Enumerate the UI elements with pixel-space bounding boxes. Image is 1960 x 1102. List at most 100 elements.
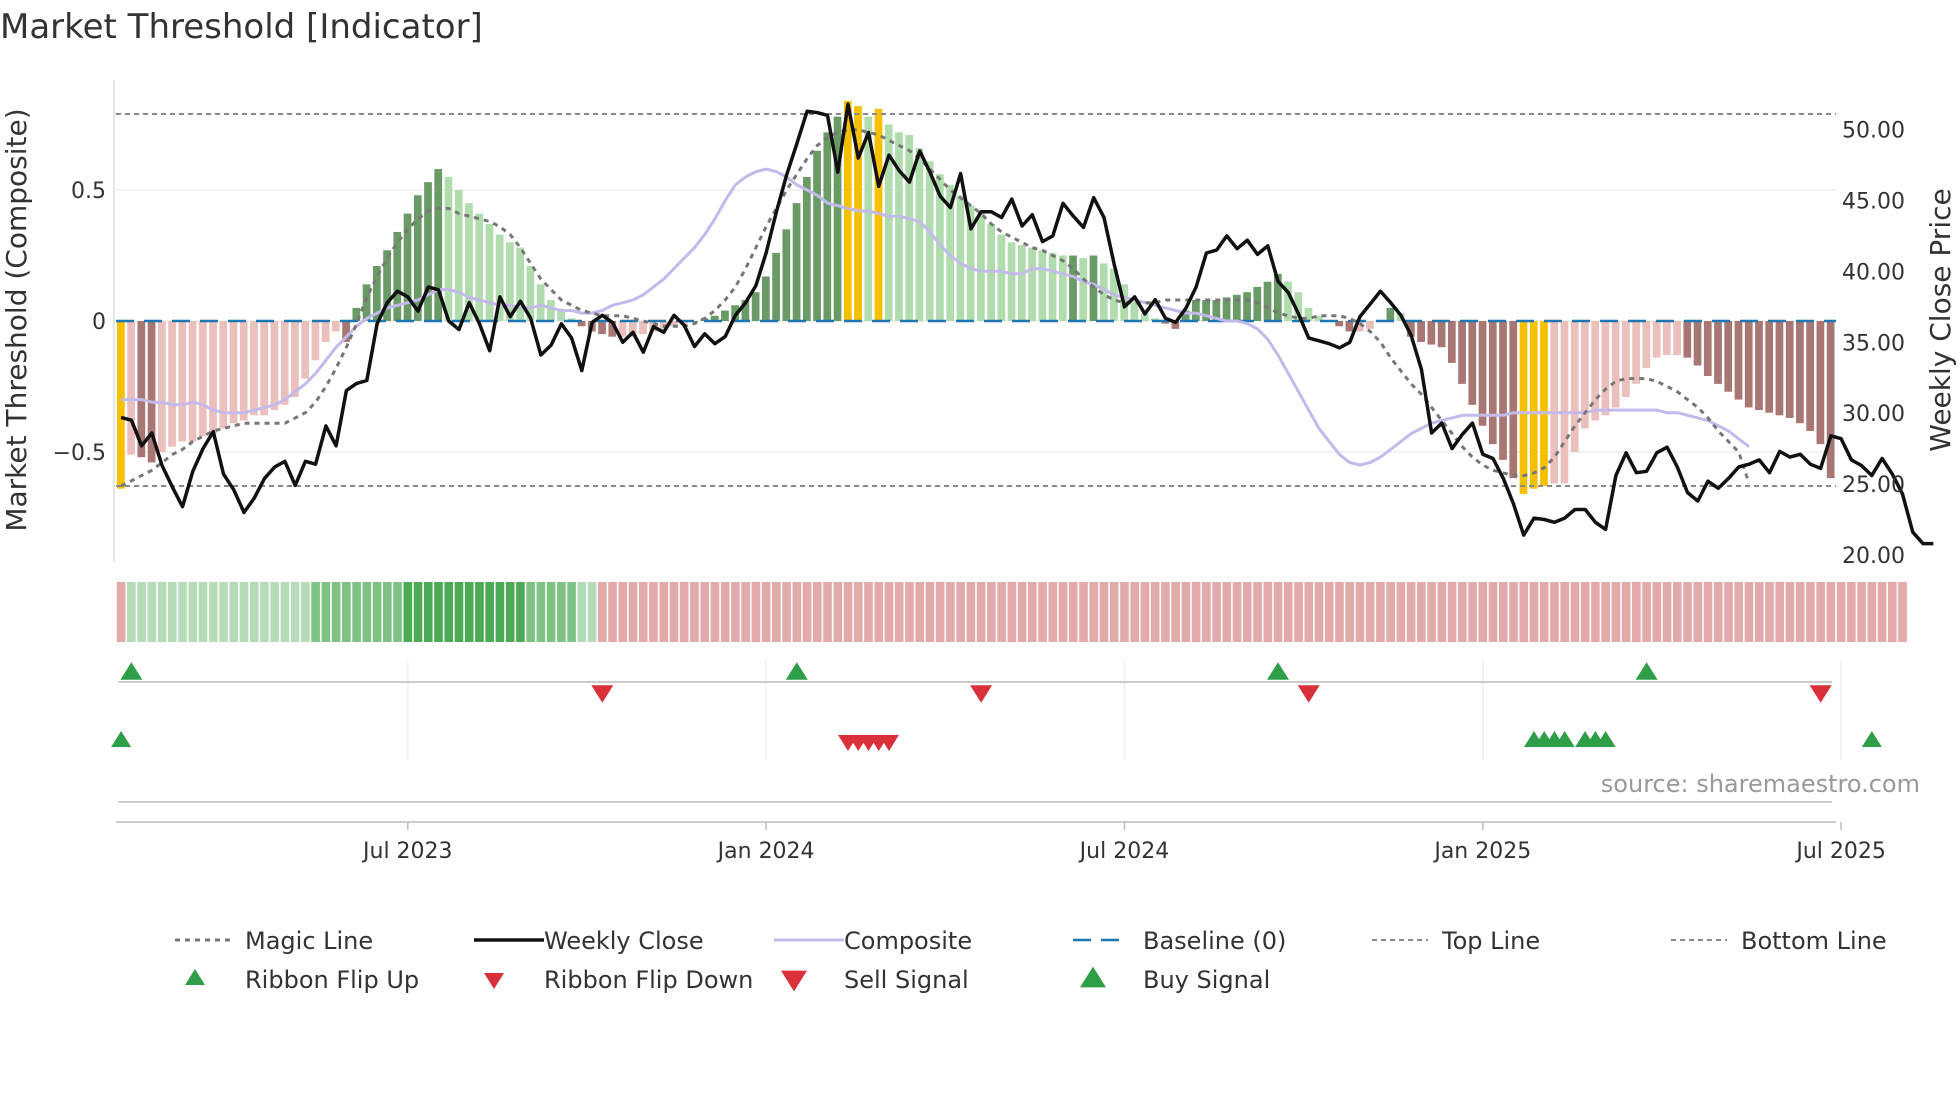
ribbon-cell [1693, 582, 1703, 642]
ribbon-cell [1017, 582, 1027, 642]
x-tick-label: Jul 2023 [361, 839, 453, 864]
ribbon-cell [290, 582, 300, 642]
composite-bar [1703, 321, 1712, 377]
ribbon-cell [1713, 582, 1723, 642]
ribbon-cell [1150, 582, 1160, 642]
ribbon-cell [1519, 582, 1529, 642]
ribbon-cell [403, 582, 413, 642]
legend-label: Buy Signal [1143, 966, 1270, 994]
ribbon-cell [1447, 582, 1457, 642]
ribbon-cell [229, 582, 239, 642]
ribbon-cell [219, 582, 228, 642]
ribbon-cell [1703, 582, 1713, 642]
ribbon-cell [690, 582, 699, 642]
composite-bar [229, 321, 238, 424]
composite-bar [117, 321, 125, 489]
composite-bar [526, 265, 535, 321]
legend-item-magic: Magic Line [175, 927, 373, 955]
composite-bar [444, 176, 453, 321]
composite-bar [1785, 321, 1794, 418]
composite-bar [311, 321, 320, 361]
composite-bar [1816, 321, 1825, 445]
composite-bar [1366, 321, 1374, 329]
ribbon-cell [546, 582, 556, 642]
composite-bar [424, 182, 432, 321]
legend-label: Bottom Line [1741, 927, 1887, 955]
composite-bar [1447, 321, 1456, 363]
ribbon-cell [864, 582, 873, 642]
composite-bar [1161, 321, 1170, 324]
ribbon-cell [1478, 582, 1488, 642]
ribbon-cell [1427, 582, 1436, 642]
ribbon-cell [127, 582, 136, 642]
composite-bar [1243, 292, 1251, 321]
composite-bar [1294, 292, 1303, 321]
composite-bar [680, 321, 688, 324]
composite-bar [1386, 307, 1395, 321]
ribbon-cell [1683, 582, 1692, 642]
composite-bar [1263, 281, 1272, 321]
ribbon-cell [1570, 582, 1580, 642]
ribbon-cell [1140, 582, 1150, 642]
composite-bar [260, 321, 269, 416]
main-panel: 0.5 0 −0.5 50.00 45.00 40.00 35.00 30.00 25.00 20… [53, 80, 1934, 569]
ribbon-flip-up-marker [1267, 662, 1290, 680]
ribbon-cell [1406, 582, 1416, 642]
composite-bar [802, 176, 811, 321]
ribbon-cell [1304, 582, 1314, 642]
ribbon-cell [1734, 582, 1744, 642]
composite-bar [751, 292, 760, 321]
composite-bar [1058, 255, 1067, 321]
composite-bar [168, 321, 176, 447]
ribbon-cell [731, 582, 740, 642]
composite-bar [884, 124, 893, 321]
composite-bar [413, 195, 422, 321]
composite-bar [188, 321, 197, 442]
composite-bar [372, 265, 381, 321]
ribbon-cell [1191, 582, 1201, 642]
ribbon-cell [1632, 582, 1641, 642]
ribbon-cell [516, 582, 525, 642]
composite-bar [250, 321, 258, 416]
legend-label: Sell Signal [844, 966, 969, 994]
ribbon-cell [301, 582, 310, 642]
ribbon-flip-up-marker [120, 662, 143, 680]
composite-bar [137, 321, 146, 458]
ribbon-cell [454, 582, 464, 642]
ribbon-cell [423, 582, 433, 642]
ribbon-cell [1171, 582, 1180, 642]
composite-bar [157, 321, 166, 452]
ribbon-cell [1785, 582, 1795, 642]
composite-bar [1734, 321, 1743, 400]
ribbon-cell [1550, 582, 1559, 642]
legend-item-flipdown: Ribbon Flip Down [484, 966, 753, 994]
composite-bar [1673, 321, 1681, 356]
composite-bar [1642, 321, 1651, 369]
ribbon-cell [1345, 582, 1355, 642]
composite-bar [936, 174, 944, 321]
ribbon-cell [1826, 582, 1836, 642]
ribbon-cell [1580, 582, 1590, 642]
x-tick-label: Jan 2024 [716, 839, 815, 864]
ribbon-cell [1621, 582, 1631, 642]
composite-bar [782, 229, 791, 321]
composite-bar [1038, 250, 1047, 321]
legend-item-close: Weekly Close [474, 927, 704, 955]
ribbon-cell [1591, 582, 1600, 642]
ribbon-cell [208, 582, 218, 642]
ribbon-cell [608, 582, 617, 642]
legend-swatch [1080, 966, 1106, 988]
composite-bar [1427, 321, 1436, 345]
ribbon-cell [198, 582, 208, 642]
composite-bar [1468, 321, 1477, 405]
ribbon-cell [342, 582, 351, 642]
y2-tick-label: 20.00 [1842, 544, 1905, 569]
ribbon-cell [249, 582, 259, 642]
ribbon-cell [925, 582, 935, 642]
composite-bar [762, 276, 770, 321]
composite-bar [1540, 321, 1548, 487]
ribbon-cell [505, 582, 515, 642]
y-tick-label: 0 [92, 310, 106, 335]
ribbon-cell [1202, 582, 1211, 642]
ribbon-cell [567, 582, 576, 642]
